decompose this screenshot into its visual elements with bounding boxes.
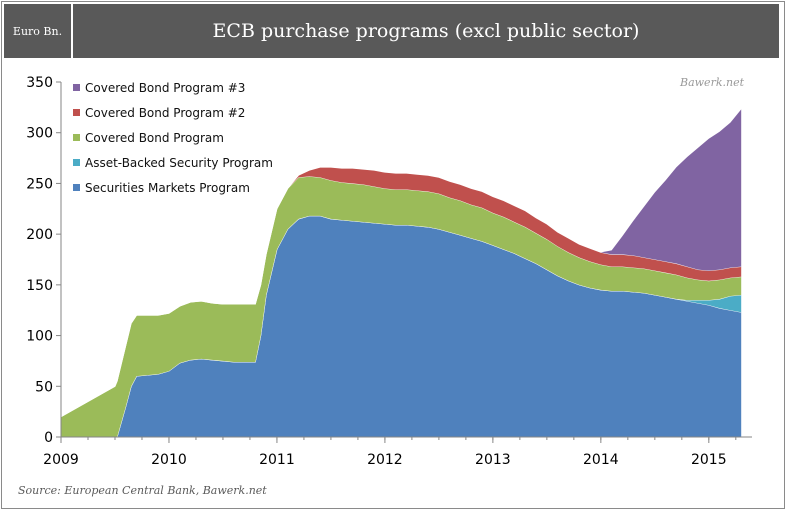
legend-label-asset-backed-security-program: Asset-Backed Security Program [85,156,273,170]
legend-label-covered-bond-program-2: Covered Bond Program #2 [85,106,245,120]
y-tick-label: 300 [26,126,53,142]
x-tick-label: 2012 [367,452,403,468]
area-edge-covered-bond-program-2 [60,166,742,418]
x-tick-label: 2014 [583,452,619,468]
x-tick-label: 2009 [43,452,79,468]
source-note: Source: European Central Bank, Bawerk.ne… [18,484,267,497]
legend-swatch-securities-markets-program [73,184,80,191]
legend-swatch-covered-bond-program-3 [73,84,80,91]
legend-label-securities-markets-program: Securities Markets Program [85,181,250,195]
y-tick-label: 50 [35,379,53,395]
legend-label-covered-bond-program-3: Covered Bond Program #3 [85,81,245,95]
x-tick-label: 2010 [151,452,187,468]
y-tick-label: 0 [44,430,53,446]
x-tick-label: 2013 [475,452,511,468]
y-tick-label: 100 [26,329,53,345]
legend-label-covered-bond-program: Covered Bond Program [85,131,224,145]
y-tick-label: 150 [26,278,53,294]
y-tick-label: 350 [26,75,53,91]
y-tick-label: 250 [26,176,53,192]
x-tick-label: 2015 [691,452,727,468]
legend-swatch-covered-bond-program [73,134,80,141]
area-covered-bond-program [61,176,742,438]
x-tick-label: 2011 [259,452,295,468]
watermark: Bawerk.net [680,76,745,89]
chart-title: ECB purchase programs (excl public secto… [73,4,779,58]
unit-label: Euro Bn. [4,4,71,58]
legend-swatch-asset-backed-security-program [73,159,80,166]
y-tick-label: 200 [26,227,53,243]
area-securities-markets-program [61,215,742,437]
legend-swatch-covered-bond-program-2 [73,109,80,116]
